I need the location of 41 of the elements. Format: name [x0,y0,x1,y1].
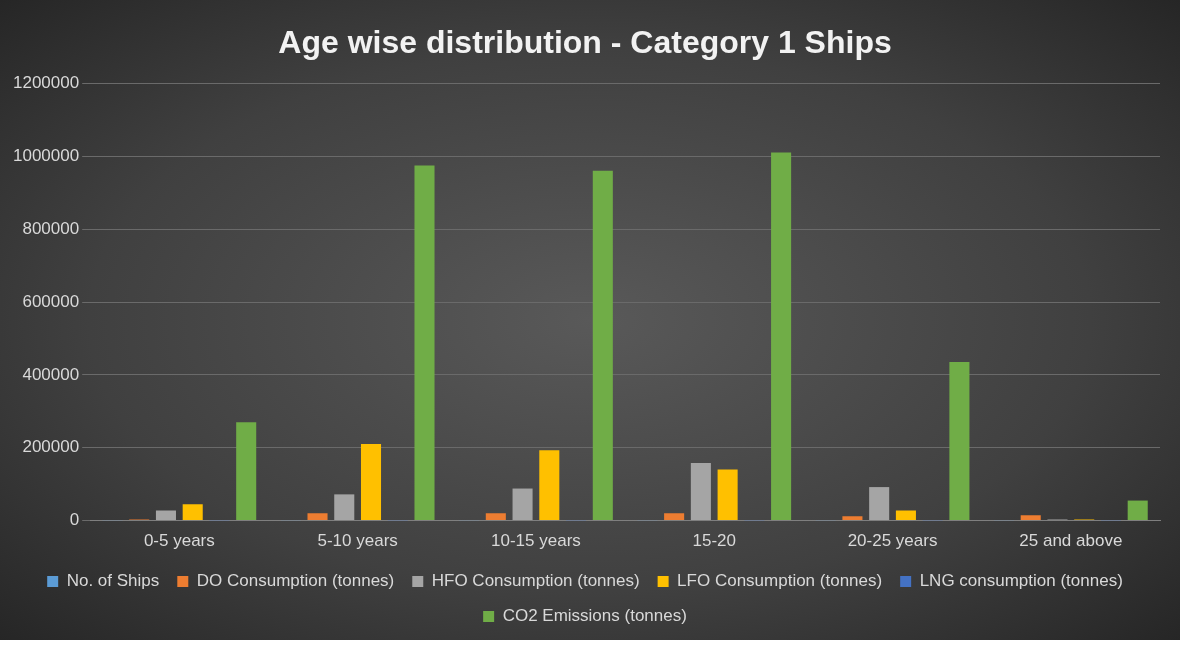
legend-label: No. of Ships [66,571,160,591]
x-tick-label: 15-20 [692,531,736,551]
bar [414,165,435,521]
legend-label: CO2 Emissions (tonnes) [502,606,687,626]
bar [485,513,506,521]
bar [592,170,613,521]
bar [690,463,711,521]
bar [869,487,890,521]
y-tick-label: 600000 [22,291,80,311]
y-tick-label: 800000 [22,218,80,238]
bar [155,510,176,521]
bar [842,516,863,521]
bar [539,450,560,521]
bar [1127,500,1148,521]
x-tick-label: 5-10 years [317,531,398,551]
bar [360,444,382,521]
bar [182,504,203,521]
x-tick-label: 20-25 years [847,531,938,551]
bar [236,422,257,521]
bar [717,469,738,521]
chart-title: Age wise distribution - Category 1 Ships [278,24,892,61]
legend-label: LFO Consumption (tonnes) [677,571,883,591]
bar [1020,515,1041,521]
legend-label: HFO Consumption (tonnes) [431,571,640,591]
bar [512,488,533,521]
y-tick-label: 1000000 [12,145,80,165]
y-tick-label: 200000 [22,437,80,457]
bar [771,152,792,521]
x-tick-label: 10-15 years [491,531,581,551]
legend-label: LNG consumption (tonnes) [919,571,1123,591]
y-tick-label: 0 [69,510,80,530]
bar [664,513,685,521]
bar [949,362,970,521]
x-tick-label: 0-5 years [143,531,215,551]
y-tick-label: 400000 [22,364,80,384]
bar [307,513,328,521]
bar [895,510,916,521]
legend-label: DO Consumption (tonnes) [196,571,395,591]
bar [334,494,355,521]
x-tick-label: 25 and above [1019,531,1123,551]
y-tick-label: 1200000 [12,73,80,93]
